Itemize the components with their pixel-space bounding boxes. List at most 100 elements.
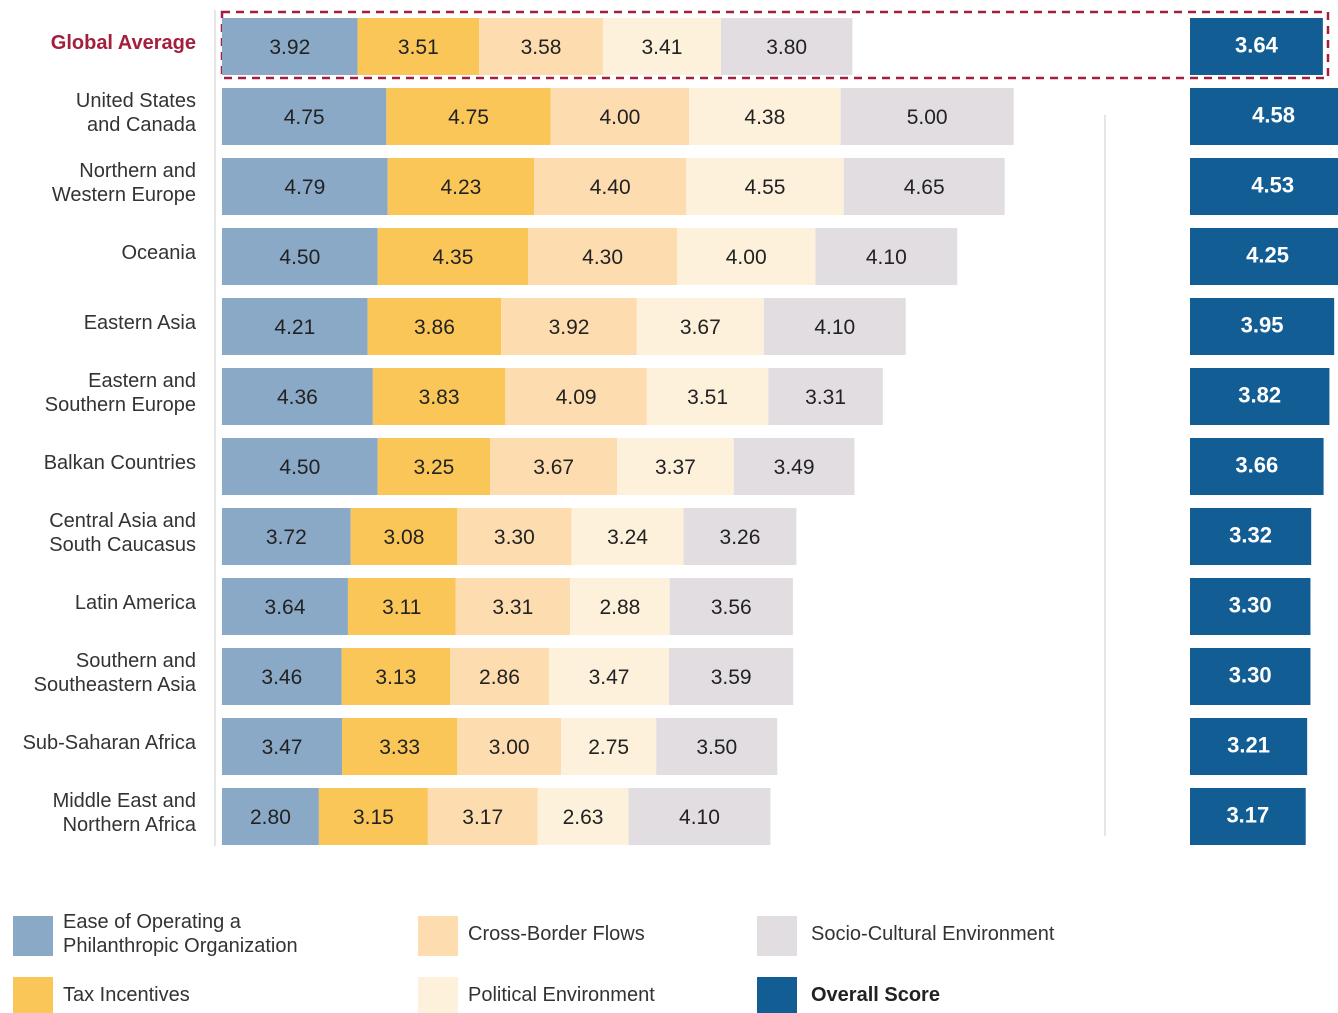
overall-label: 3.95: [1241, 312, 1284, 337]
bar-segment: [505, 368, 647, 425]
bar-segment: [534, 158, 687, 215]
overall-label: 4.58: [1252, 102, 1295, 127]
bar-segment: [490, 438, 618, 495]
value-label: 3.56: [711, 596, 752, 619]
bar-segment: [843, 158, 1005, 215]
bar-segment: [222, 88, 387, 145]
category-label: Eastern and Southern Europe: [44, 369, 196, 416]
overall-bar: [1190, 88, 1338, 145]
category-label: Northern and Western Europe: [51, 159, 196, 206]
legend-label: Socio-Cultural Environment: [811, 923, 1055, 945]
value-label: 3.41: [642, 36, 683, 59]
overall-label: 3.82: [1238, 382, 1281, 407]
category-label: Central Asia and South Caucasus: [49, 509, 196, 556]
value-label: 3.47: [589, 666, 630, 689]
bar-segment: [550, 88, 690, 145]
bar-segment: [602, 18, 721, 75]
value-label: 4.55: [745, 176, 786, 199]
category-label: Sub-Saharan Africa: [22, 731, 196, 754]
bar-segment: [720, 18, 853, 75]
value-label: 3.50: [696, 736, 737, 759]
bar-segment: [669, 578, 793, 635]
value-label: 3.49: [774, 456, 815, 479]
value-label: 2.63: [563, 806, 604, 829]
value-label: 5.00: [907, 106, 948, 129]
category-label: Balkan Countries: [43, 451, 196, 474]
overall-bar: [1190, 718, 1308, 775]
value-label: 4.30: [582, 246, 623, 269]
bar-segment: [427, 788, 538, 845]
legend-label: Tax Incentives: [63, 984, 190, 1006]
category-label: Oceania: [121, 241, 197, 264]
bar-segment: [222, 298, 368, 355]
value-label: 4.50: [279, 246, 320, 269]
value-label: 4.50: [279, 456, 320, 479]
value-label: 4.36: [277, 386, 318, 409]
value-label: 3.13: [375, 666, 416, 689]
bar-segment: [222, 228, 378, 285]
overall-bar: [1190, 18, 1323, 75]
legend-label: Cross-Border Flows: [468, 923, 645, 945]
bar-segment: [222, 438, 378, 495]
bar-segment: [628, 788, 771, 845]
bar-segment: [617, 438, 734, 495]
bar-segment: [479, 18, 603, 75]
overall-bar: [1190, 368, 1330, 425]
overall-bar: [1190, 648, 1311, 705]
bar-segment: [571, 508, 684, 565]
legend-label: Ease of Operating a Philanthropic Organi…: [63, 911, 298, 957]
bar-segment: [222, 578, 348, 635]
value-label: 4.00: [726, 246, 767, 269]
value-label: 3.46: [261, 666, 302, 689]
bar-segment: [318, 788, 428, 845]
value-label: 3.00: [489, 736, 530, 759]
bar-segment: [386, 88, 551, 145]
bar-segment: [768, 368, 883, 425]
overall-label: 3.32: [1229, 522, 1272, 547]
value-label: 4.00: [599, 106, 640, 129]
bar-segment: [689, 88, 841, 145]
value-label: 4.65: [904, 176, 945, 199]
bar-segment: [341, 648, 451, 705]
value-label: 4.10: [866, 246, 907, 269]
overall-bar: [1190, 508, 1312, 565]
value-label: 2.75: [588, 736, 629, 759]
bar-segment: [561, 718, 657, 775]
value-label: 3.31: [805, 386, 846, 409]
category-label: Middle East and Northern Africa: [52, 789, 196, 836]
bar-segment: [367, 298, 502, 355]
value-label: 3.72: [266, 526, 307, 549]
bar-segment: [763, 298, 906, 355]
value-label: 3.08: [384, 526, 425, 549]
bar-segment: [450, 648, 549, 705]
value-label: 2.86: [479, 666, 520, 689]
bar-segment: [372, 368, 506, 425]
bar-segment: [686, 158, 844, 215]
value-label: 3.26: [720, 526, 761, 549]
value-label: 3.58: [521, 36, 562, 59]
bar-segment: [683, 508, 797, 565]
bar-segment: [676, 228, 816, 285]
bar-segment: [548, 648, 670, 705]
value-label: 2.88: [599, 596, 640, 619]
legend-swatch: [418, 977, 458, 1013]
value-label: 3.47: [262, 736, 303, 759]
bar-segment: [377, 228, 529, 285]
value-label: 3.17: [462, 806, 503, 829]
legend-label: Political Environment: [468, 984, 655, 1006]
bar-segment: [669, 648, 794, 705]
bar-segment: [815, 228, 958, 285]
legend-swatch: [13, 977, 53, 1013]
bar-segment: [840, 88, 1014, 145]
overall-bar: [1190, 578, 1311, 635]
value-label: 3.33: [379, 736, 420, 759]
value-label: 3.92: [549, 316, 590, 339]
value-label: 3.92: [269, 36, 310, 59]
bar-segment: [457, 508, 572, 565]
value-label: 3.59: [711, 666, 752, 689]
value-label: 4.10: [679, 806, 720, 829]
value-label: 2.80: [250, 806, 291, 829]
legend-swatch: [757, 916, 797, 956]
